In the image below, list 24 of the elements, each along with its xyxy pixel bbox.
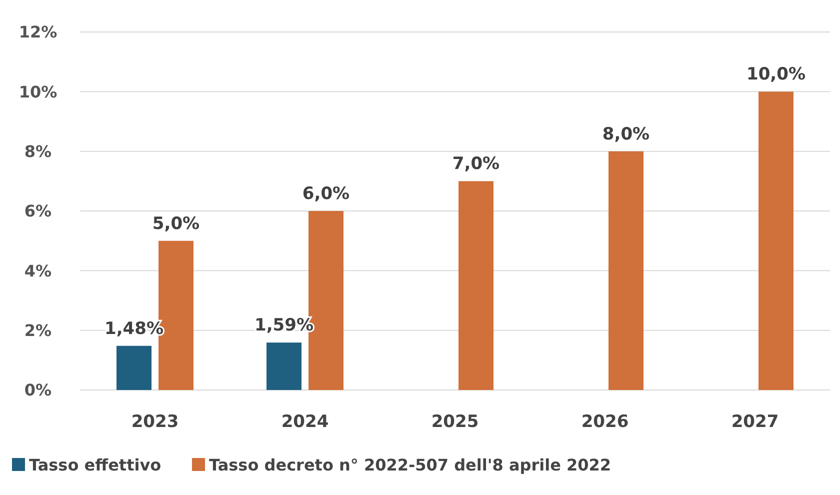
- x-tick-label: 2026: [581, 412, 629, 432]
- y-tick-label: 10%: [18, 82, 58, 102]
- bar: [458, 181, 494, 390]
- bar: [116, 346, 152, 390]
- y-tick-label: 0%: [24, 380, 52, 400]
- x-tick-label: 2023: [131, 412, 179, 432]
- bar: [608, 151, 644, 390]
- data-label: 10,0%: [746, 64, 806, 85]
- data-label: 8,0%: [602, 124, 650, 144]
- bar: [266, 342, 302, 390]
- x-tick-label: 2024: [281, 412, 329, 432]
- y-tick-label: 12%: [18, 22, 58, 42]
- y-tick-label: 2%: [24, 320, 52, 340]
- legend-label: Tasso decreto n° 2022-507 dell'8 aprile 2022: [209, 456, 612, 475]
- y-tick-label: 6%: [24, 202, 52, 221]
- data-label: 6,0%: [302, 184, 350, 204]
- bar: [758, 92, 794, 390]
- legend-label: Tasso effettivo: [29, 456, 162, 475]
- y-tick-label: 8%: [24, 142, 52, 161]
- y-tick-label: 4%: [24, 261, 52, 280]
- x-tick-label: 2025: [431, 412, 479, 432]
- data-label: 5,0%: [152, 214, 200, 234]
- x-tick-label: 2027: [731, 412, 779, 432]
- data-label: 7,0%: [452, 154, 500, 174]
